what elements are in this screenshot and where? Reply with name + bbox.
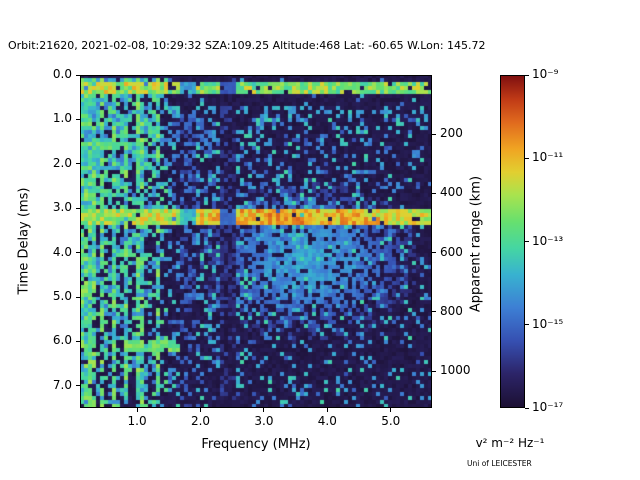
y-tick-label: 2.0 xyxy=(52,155,72,170)
colorbar-tick-label: 10⁻¹³ xyxy=(532,233,564,248)
y-tick-label: 7.0 xyxy=(52,377,72,392)
y-tick-mark xyxy=(76,340,80,342)
y-tick-mark xyxy=(76,385,80,387)
colorbar-tick-label: 10⁻⁹ xyxy=(532,67,559,81)
x-tick-mark xyxy=(390,408,392,412)
x-tick-label: 4.0 xyxy=(317,414,337,428)
x-tick-label: 5.0 xyxy=(381,414,401,428)
range-tick-label: 1000 xyxy=(440,363,471,377)
range-tick-mark xyxy=(432,133,436,135)
x-axis-label: Frequency (MHz) xyxy=(201,437,311,452)
range-tick-mark xyxy=(432,252,436,254)
colorbar-unit-label: v² m⁻² Hz⁻¹ xyxy=(475,436,545,450)
range-tick-mark xyxy=(432,370,436,372)
y-tick-mark xyxy=(76,296,80,298)
colorbar-tick-label: 10⁻¹⁵ xyxy=(532,316,564,331)
range-tick-mark xyxy=(432,311,436,313)
y-axis-label: Time Delay (ms) xyxy=(16,187,32,295)
range-tick-label: 600 xyxy=(440,244,463,259)
colorbar-tick-mark xyxy=(525,241,529,242)
y-tick-mark xyxy=(76,163,80,165)
range-tick-label: 400 xyxy=(440,185,463,200)
y-tick-label: 1.0 xyxy=(52,111,72,126)
x-tick-mark xyxy=(136,408,138,412)
y-tick-mark xyxy=(76,252,80,254)
x-tick-label: 1.0 xyxy=(127,414,147,428)
right-axis-label: Apparent range (km) xyxy=(468,175,484,313)
x-tick-label: 2.0 xyxy=(190,414,211,428)
range-tick-label: 800 xyxy=(440,303,463,318)
y-tick-label: 4.0 xyxy=(52,244,72,259)
colorbar-tick-mark xyxy=(525,157,529,159)
plot-title: Orbit:21620, 2021-02-08, 10:29:32 SZA:10… xyxy=(8,39,486,52)
y-tick-label: 3.0 xyxy=(52,200,72,215)
range-tick-mark xyxy=(432,192,436,194)
colorbar-tick-label: 10⁻¹⁷ xyxy=(532,400,564,414)
colorbar-tick-label: 10⁻¹¹ xyxy=(532,150,564,165)
y-tick-mark xyxy=(76,74,80,76)
colorbar-tick-mark xyxy=(525,407,529,409)
range-tick-label: 200 xyxy=(440,126,463,141)
y-tick-label: 5.0 xyxy=(52,289,72,303)
y-tick-mark xyxy=(76,207,80,209)
y-tick-label: 6.0 xyxy=(52,333,72,348)
credit-text: Uni of LEICESTER xyxy=(467,459,532,468)
colorbar xyxy=(500,75,525,408)
colorbar-tick-mark xyxy=(525,324,529,326)
colorbar-tick-mark xyxy=(525,74,529,76)
x-tick-mark xyxy=(200,408,201,412)
x-tick-mark xyxy=(263,408,265,412)
x-tick-mark xyxy=(326,408,328,412)
ionogram-heatmap xyxy=(80,75,432,408)
y-tick-mark xyxy=(76,118,80,120)
x-tick-label: 3.0 xyxy=(254,414,274,428)
y-tick-label: 0.0 xyxy=(52,67,72,81)
